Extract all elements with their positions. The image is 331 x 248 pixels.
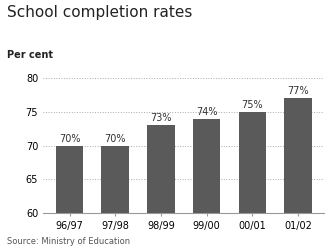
Text: 75%: 75%	[241, 100, 263, 110]
Bar	[284, 98, 311, 248]
Text: 77%: 77%	[287, 86, 309, 96]
Bar	[193, 119, 220, 248]
Bar	[56, 146, 83, 248]
Bar	[102, 146, 129, 248]
Text: 70%: 70%	[105, 134, 126, 144]
Text: School completion rates: School completion rates	[7, 5, 192, 20]
Text: 74%: 74%	[196, 107, 217, 117]
Text: 73%: 73%	[150, 113, 171, 123]
Text: Source: Ministry of Education: Source: Ministry of Education	[7, 237, 130, 246]
Bar	[239, 112, 266, 248]
Text: 70%: 70%	[59, 134, 80, 144]
Bar	[147, 125, 174, 248]
Text: Per cent: Per cent	[7, 50, 53, 60]
